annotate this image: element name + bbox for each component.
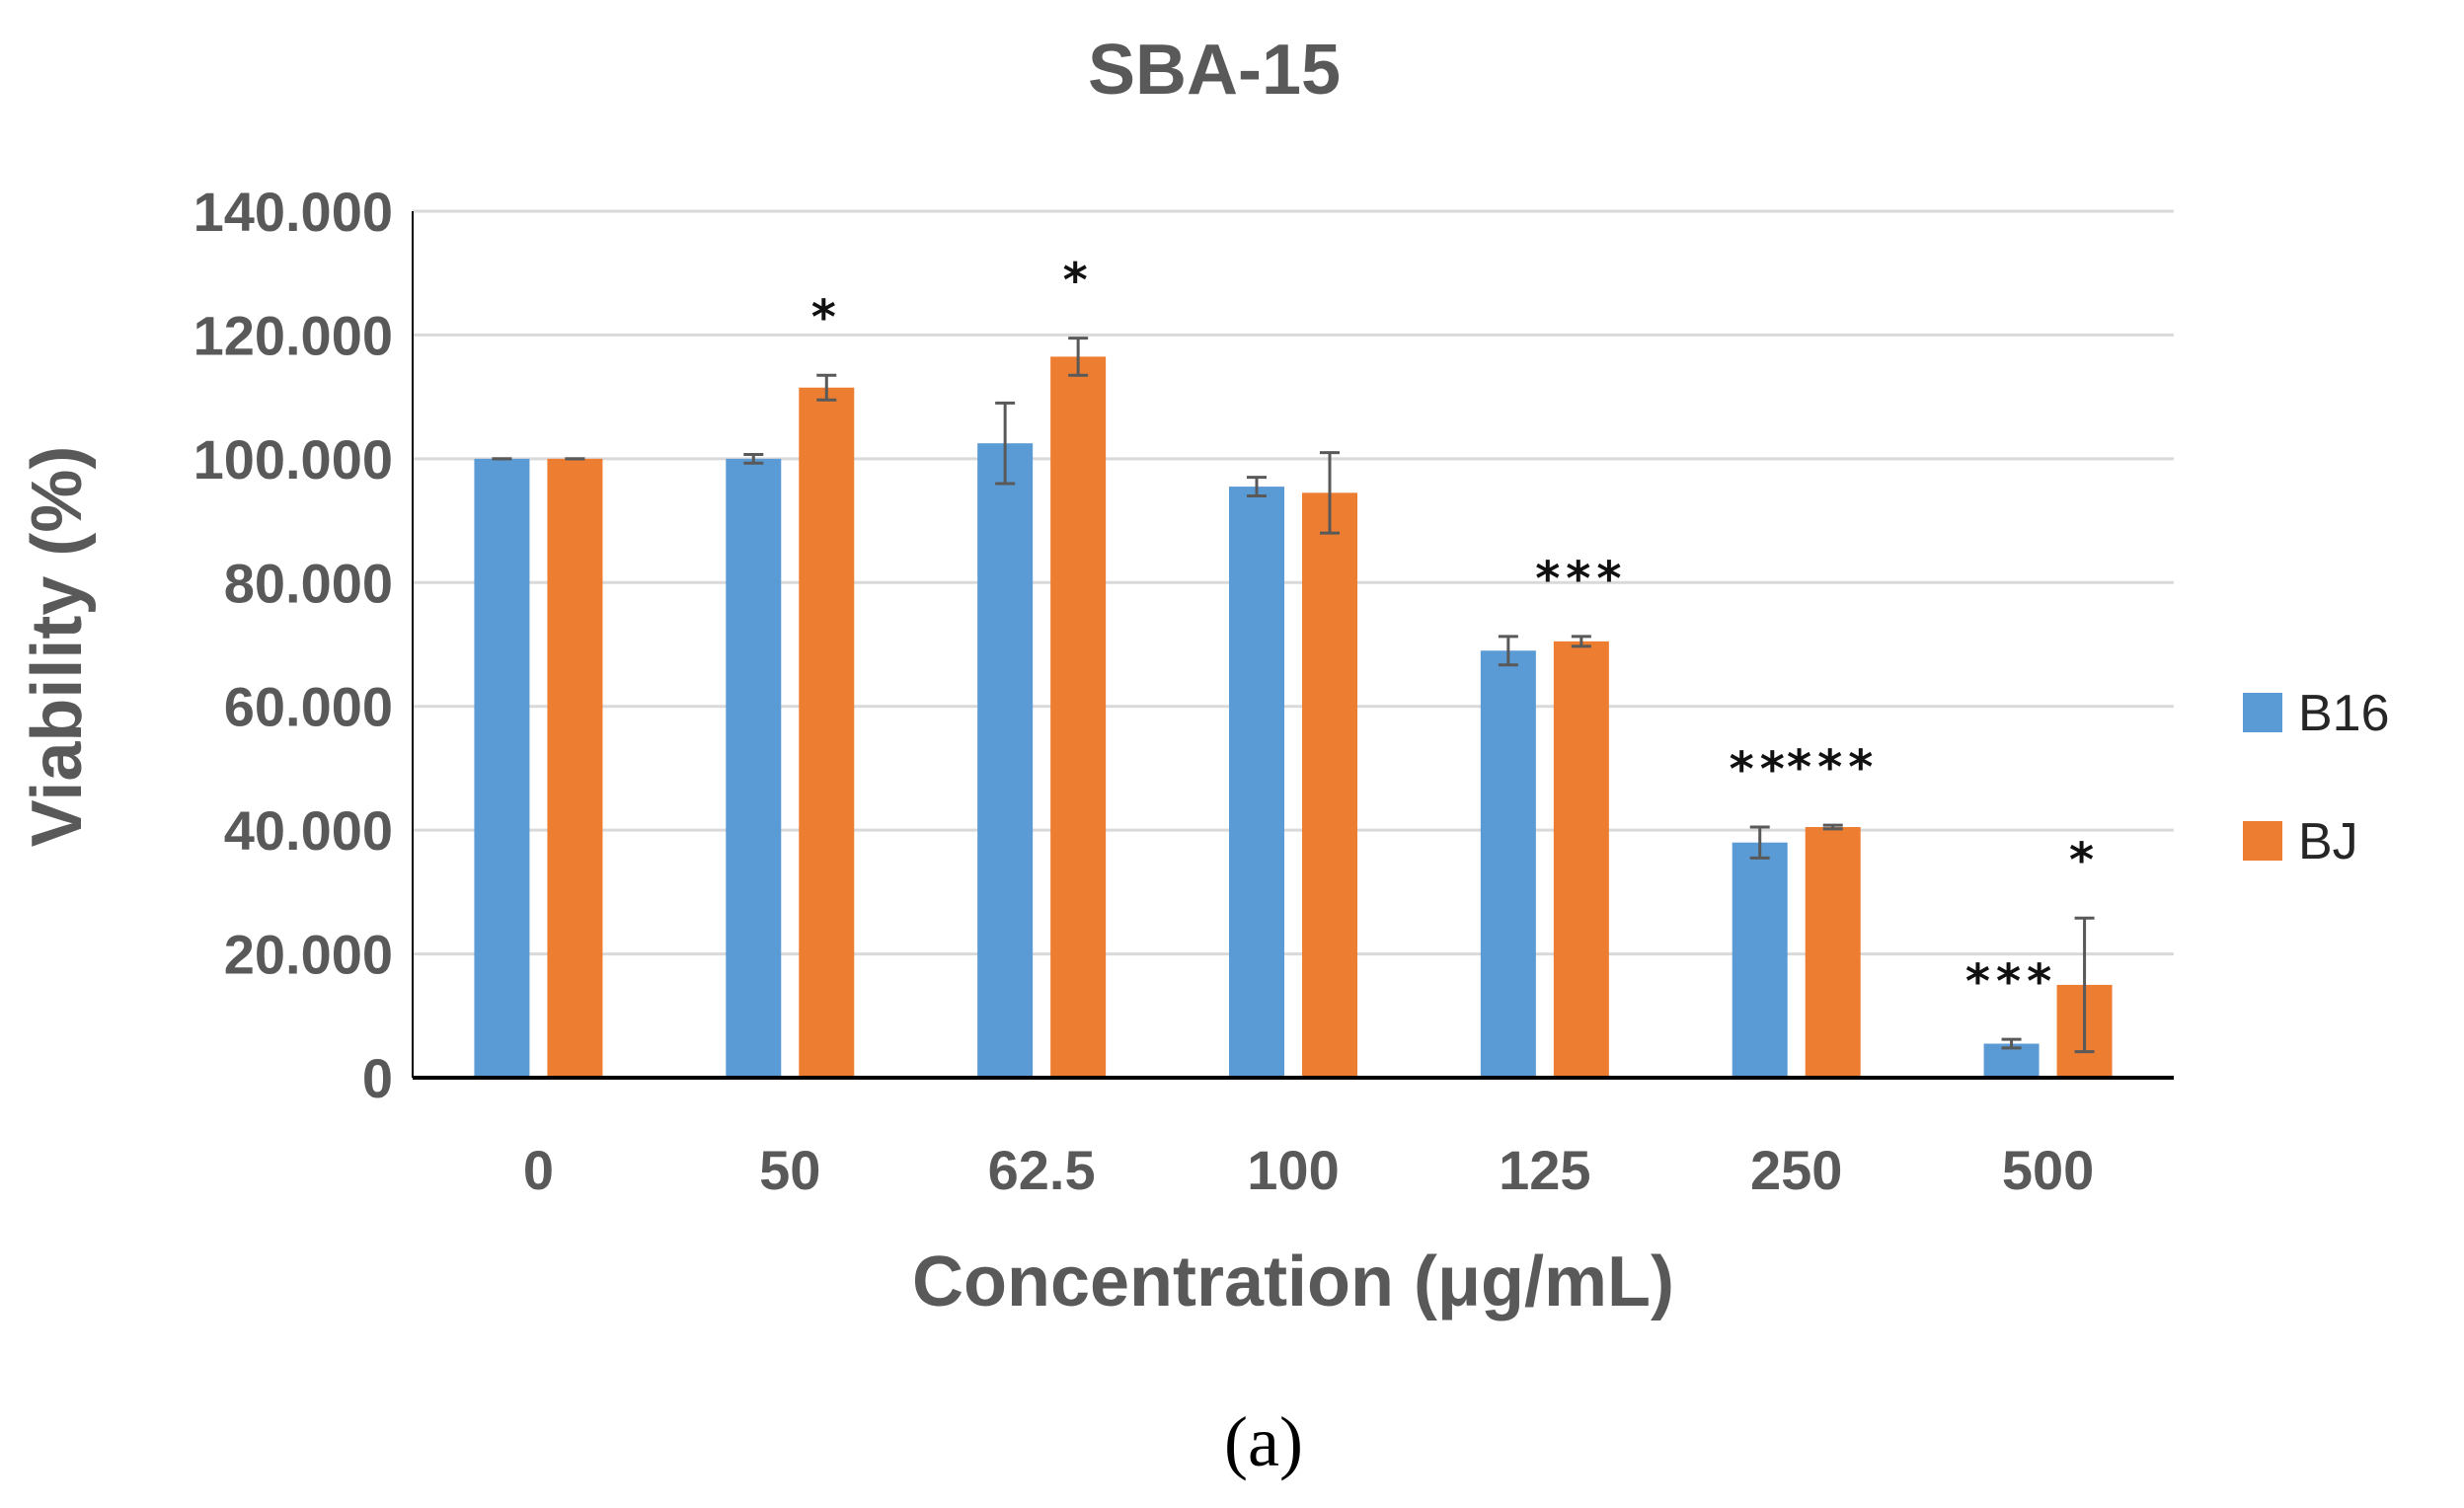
x-tick-label: 100: [1247, 1139, 1339, 1201]
legend-swatch-b16: [2243, 693, 2282, 732]
y-tick-label: 140.000: [193, 181, 393, 243]
x-tick-label: 0: [523, 1139, 554, 1201]
x-axis-label: Concentration (μg/mL): [912, 1243, 1674, 1321]
gridlines: [413, 209, 2174, 956]
legend-swatch-bj: [2243, 821, 2282, 861]
x-tick-label: 125: [1499, 1139, 1590, 1201]
significance-marker: *: [1063, 254, 1094, 309]
x-tick-label: 50: [759, 1139, 820, 1201]
y-axis-label: Viability (%): [18, 446, 97, 848]
significance-marker: ***: [1787, 740, 1879, 795]
bar-bj-50: [799, 387, 855, 1078]
significance-markers: **************: [811, 254, 2100, 1011]
bar-b16-62.5: [977, 443, 1034, 1078]
legend-label-bj: BJ: [2298, 813, 2358, 870]
bar-b16-50: [726, 458, 782, 1078]
y-tick-label: 0: [362, 1047, 393, 1109]
y-tick-label: 60.000: [224, 676, 393, 738]
x-axis-ticks: 0 50 62.5 100 125 250 500: [523, 1139, 2094, 1201]
bar-b16-125: [1480, 650, 1536, 1078]
significance-marker: *: [2069, 833, 2100, 888]
figure-caption: (a): [1224, 1402, 1303, 1481]
x-tick-label: 250: [1750, 1139, 1842, 1201]
y-axis-ticks: 0 20.000 40.000 60.000 80.000 100.000 120.000 1…: [193, 181, 393, 1109]
bar-bj-125: [1553, 641, 1609, 1078]
significance-marker: **: [1730, 742, 1791, 797]
bar-b16-100: [1229, 487, 1284, 1078]
chart-title: SBA-15: [1088, 31, 1341, 110]
significance-marker: ***: [1965, 954, 2057, 1010]
significance-marker: *: [811, 290, 842, 345]
y-tick-label: 120.000: [193, 304, 393, 366]
x-tick-label: 62.5: [988, 1139, 1096, 1201]
legend: B16 BJ: [2243, 685, 2390, 870]
significance-marker: ***: [1535, 552, 1627, 607]
bar-bj-62.5: [1050, 356, 1107, 1079]
bar-b16-0: [474, 458, 530, 1078]
y-tick-label: 80.000: [224, 552, 393, 614]
bar-b16-250: [1732, 842, 1788, 1078]
bars: [474, 356, 2113, 1079]
y-tick-label: 100.000: [193, 428, 393, 490]
error-bars: [492, 337, 2095, 1054]
x-tick-label: 500: [2002, 1139, 2094, 1201]
y-tick-label: 20.000: [224, 924, 393, 986]
bar-bj-100: [1302, 492, 1357, 1079]
bar-bj-0: [547, 458, 603, 1078]
y-tick-label: 40.000: [224, 799, 393, 862]
bar-bj-250: [1805, 827, 1861, 1078]
legend-label-b16: B16: [2298, 685, 2390, 742]
